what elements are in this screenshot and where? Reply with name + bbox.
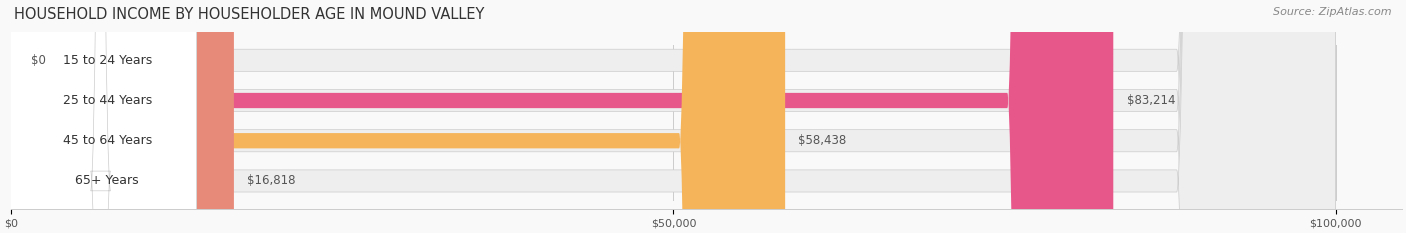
Text: $16,818: $16,818 [247,175,295,188]
Text: 15 to 24 Years: 15 to 24 Years [62,54,152,67]
Text: HOUSEHOLD INCOME BY HOUSEHOLDER AGE IN MOUND VALLEY: HOUSEHOLD INCOME BY HOUSEHOLDER AGE IN M… [14,7,485,22]
FancyBboxPatch shape [4,0,197,233]
FancyBboxPatch shape [4,0,197,233]
FancyBboxPatch shape [11,0,1336,233]
FancyBboxPatch shape [11,0,1114,233]
FancyBboxPatch shape [11,0,1336,233]
FancyBboxPatch shape [11,0,233,233]
Text: 25 to 44 Years: 25 to 44 Years [62,94,152,107]
FancyBboxPatch shape [4,0,197,233]
Text: Source: ZipAtlas.com: Source: ZipAtlas.com [1274,7,1392,17]
Text: 65+ Years: 65+ Years [76,175,139,188]
Text: $58,438: $58,438 [799,134,846,147]
FancyBboxPatch shape [11,0,785,233]
Text: $83,214: $83,214 [1126,94,1175,107]
Text: $0: $0 [31,54,46,67]
FancyBboxPatch shape [11,0,1336,233]
FancyBboxPatch shape [11,0,1336,233]
FancyBboxPatch shape [4,0,197,233]
Text: 45 to 64 Years: 45 to 64 Years [62,134,152,147]
